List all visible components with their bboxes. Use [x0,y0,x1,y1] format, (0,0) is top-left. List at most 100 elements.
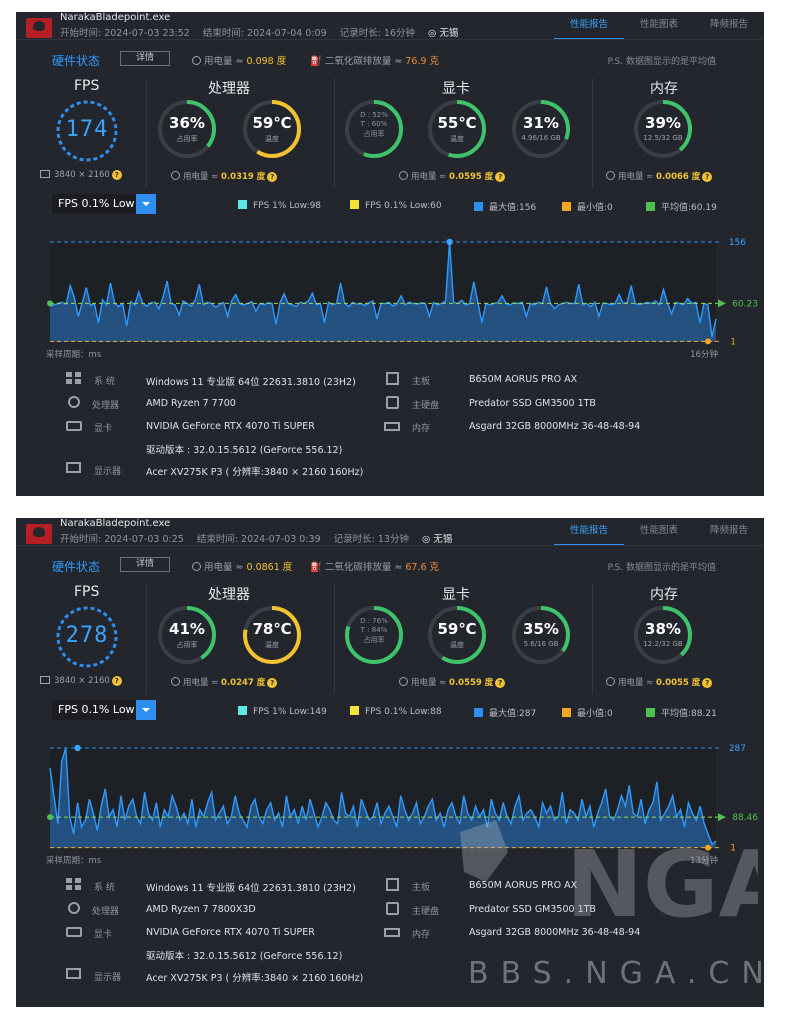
max-point [74,744,81,752]
help-icon[interactable]: ? [111,170,122,180]
legend-min: 最小值:0 [562,706,613,719]
performance-report-panel: NarakaBladepoint.exe 开始时间: 2024-07-03 23… [16,12,764,496]
monitor-icon [66,968,81,979]
cpu-temp-value: 59℃ [252,114,292,132]
tab-throttle-report[interactable]: 降频报告 [709,19,748,30]
tab-performance-report[interactable]: 性能报告 [554,16,624,40]
system-icon [66,878,82,891]
gpu-d-value: D : 76% [360,617,388,625]
gpu-mem-value: 31% [523,114,559,132]
ps-note: P.S. 数据图显示的是平均值 [607,57,716,67]
end-time: 结束时间: 2024-07-03 0:39 [196,534,321,545]
metric-dropdown[interactable]: FPS 0.1% Low [52,194,156,214]
cpu-usage-label: 占用率 [176,135,198,143]
end-time: 结束时间: 2024-07-04 0:09 [202,28,327,39]
gauge-fill [345,100,403,158]
power-icon [399,171,408,180]
co2-emission: ⛽ 二氧化碳排放量 ≈ 76.9 克 [310,56,440,67]
max-label: 156 [729,238,746,248]
min-point [705,338,711,345]
cpu-usage-gauge: 36% 占用率 [156,98,218,160]
fps-chart: 156 60.23 1 16分钟 [47,238,758,360]
disk-value: Predator SSD GM3500 1TB [469,398,596,409]
section-divider [592,584,593,694]
gauge-fill [634,100,692,158]
tab-performance-report[interactable]: 性能报告 [554,522,624,546]
help-icon[interactable]: ? [495,172,506,182]
cpu-value: AMD Ryzen 7 7700 [146,398,236,409]
help-icon[interactable]: ? [111,676,122,686]
detail-button[interactable]: 详情 [120,51,170,66]
memory-gauge: 38% 12.2/32 GB [632,604,694,666]
fps-chart: 287 88.46 1 13分钟 [47,744,758,866]
gpu-mem-gauge: 31% 4.96/16 GB [510,98,572,160]
resolution: 3840 × 2160? [40,676,122,686]
help-icon[interactable]: ? [702,678,713,688]
help-icon[interactable]: ? [702,172,713,182]
disk-icon [386,902,399,915]
gpu-value: NVIDIA GeForce RTX 4070 Ti SUPER [146,927,315,938]
cpu-title: 处理器 [208,587,250,603]
tab-divider [16,39,764,40]
min-label: 1 [730,337,736,347]
monitor-value: Acer XV275K P3 ( 分辨率:3840 × 2160 160Hz) [146,973,364,984]
section-divider [146,584,147,694]
tab-performance-chart[interactable]: 性能图表 [639,525,678,536]
power-icon [171,677,180,686]
gauge-fill [634,606,692,664]
legend-avg: 平均值:88.21 [646,706,717,719]
memory-title: 内存 [650,81,678,97]
cpu-electricity: 用电量 ≈ 0.0247 度? [171,676,278,688]
power-icon [399,677,408,686]
gpu-temp-label: 温度 [450,135,464,143]
monitor-icon [40,676,50,684]
gpu-label: 显卡 [94,930,113,940]
help-icon[interactable]: ? [267,172,278,182]
help-icon[interactable]: ? [267,678,278,688]
avg-arrow [718,299,726,308]
gauge-fill [243,100,301,158]
help-icon[interactable]: ? [495,678,506,688]
memory-electricity: 用电量 ≈ 0.0055 度? [606,676,713,688]
report-tabs: 性能报告 性能图表 降频报告 [554,16,764,40]
monitor-label: 显示器 [94,973,122,983]
report-tabs: 性能报告 性能图表 降频报告 [554,522,764,546]
gpu-icon [66,927,82,937]
gpu-mem-sub: 5.6/16 GB [523,640,559,648]
performance-report-panel: NarakaBladepoint.exe 开始时间: 2024-07-03 0:… [16,518,764,1007]
gpu-temp-gauge: 59℃ 温度 [426,604,488,666]
fps-value: 174 [65,117,109,142]
gpu-mem-gauge: 35% 5.6/16 GB [510,604,572,666]
ram-label: 内存 [412,424,431,434]
gauge-ring [634,100,692,158]
gpu-electricity: 用电量 ≈ 0.0559 度? [399,676,506,688]
app-name: NarakaBladepoint.exe [60,518,171,529]
memory-usage-sub: 12.5/32 GB [643,134,683,142]
ram-value: Asgard 32GB 8000MHz 36-48-48-94 [469,927,641,938]
gpu-usage-label: 占用率 [363,130,385,138]
max-point [446,238,453,246]
section-divider [146,78,147,188]
legend-fps1: FPS 1% Low:149 [238,706,327,717]
gauge-ring [634,606,692,664]
legend-min: 最小值:0 [562,200,613,213]
gauge-ring [512,100,570,158]
chevron-down-icon[interactable] [136,700,156,720]
watermark-text: BBS.NGA.CN [468,956,776,991]
gpu-temp-value: 55℃ [437,114,477,132]
ram-icon [384,422,400,431]
section-divider [334,78,335,188]
gauge-fill [158,100,216,158]
gauge-ring [345,100,403,158]
disk-value: Predator SSD GM3500 1TB [469,904,596,915]
duration: 记录时长: 13分钟 [333,534,409,545]
tab-throttle-report[interactable]: 降频报告 [709,525,748,536]
chevron-down-icon[interactable] [136,194,156,214]
metric-dropdown[interactable]: FPS 0.1% Low [52,700,156,720]
cpu-value: AMD Ryzen 7 7800X3D [146,904,256,915]
detail-button[interactable]: 详情 [120,557,170,572]
os-label: 系 统 [94,883,115,893]
session-meta: 开始时间: 2024-07-03 0:25 结束时间: 2024-07-03 0… [60,531,452,545]
tab-performance-chart[interactable]: 性能图表 [639,19,678,30]
gpu-t-value: T : 84% [360,626,388,634]
